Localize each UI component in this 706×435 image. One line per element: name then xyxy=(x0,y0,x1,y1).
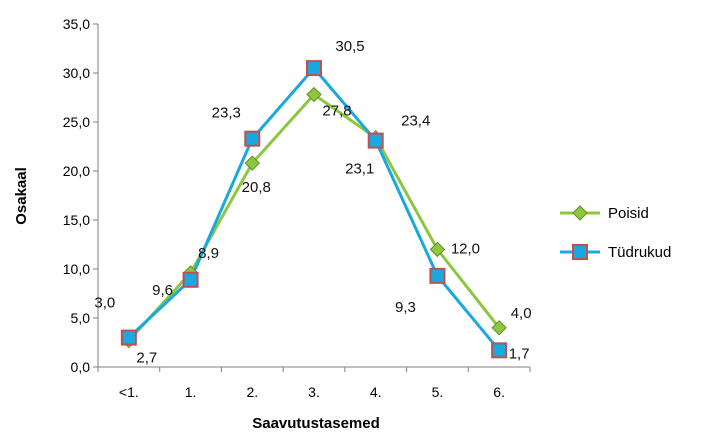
data-label: 23,1 xyxy=(345,161,374,178)
y-ticks: 0,0 5,0 10,0 15,0 20,0 25,0 30,0 35,0 xyxy=(63,16,98,375)
data-label: 23,3 xyxy=(212,105,241,122)
data-label: 4,0 xyxy=(511,305,532,322)
legend-item-tudrukud: Tüdrukud xyxy=(560,244,671,261)
legend-marker-tudrukud xyxy=(572,244,588,260)
x-tick-label: 4. xyxy=(370,384,382,400)
legend-item-poisid: Poisid xyxy=(560,205,649,222)
point-marker xyxy=(306,60,322,77)
x-tick-label: 6. xyxy=(493,384,505,400)
legend-marker-poisid xyxy=(572,205,588,221)
data-label: 3,0 xyxy=(94,295,115,312)
legend-label-poisid: Poisid xyxy=(608,205,649,222)
x-axis-title: Saavutustasemed xyxy=(252,415,380,432)
data-label: 2,7 xyxy=(136,350,157,367)
x-tick-label: 3. xyxy=(308,384,320,400)
point-marker xyxy=(244,155,260,171)
y-tick-label: 15,0 xyxy=(63,212,90,228)
x-tick-label: 5. xyxy=(432,384,444,400)
legend-label-tudrukud: Tüdrukud xyxy=(608,244,671,261)
series-line-1 xyxy=(127,66,501,352)
data-label: 23,4 xyxy=(401,113,430,130)
point-marker xyxy=(244,130,261,147)
x-tick-label: <1. xyxy=(119,384,139,400)
data-label: 27,8 xyxy=(322,103,351,120)
x-ticks: <1. 1. 2. 3. 4. 5. 6. xyxy=(97,367,531,400)
point-marker xyxy=(491,320,507,336)
data-label: 9,3 xyxy=(395,299,416,316)
y-tick-label: 5,0 xyxy=(71,310,91,326)
point-marker xyxy=(429,267,446,284)
point-marker xyxy=(120,329,137,346)
data-labels: 2,7 9,6 20,8 27,8 23,4 12,0 4,0 3,0 8,9 23,3 30,5 2… xyxy=(94,38,531,366)
point-marker xyxy=(429,241,446,258)
series-layer xyxy=(120,60,508,359)
legend: Poisid Tüdrukud xyxy=(560,205,671,261)
data-label: 12,0 xyxy=(451,240,480,257)
data-label: 8,9 xyxy=(198,245,219,262)
y-tick-label: 35,0 xyxy=(63,16,90,32)
point-marker xyxy=(367,132,384,149)
y-tick-label: 0,0 xyxy=(71,359,91,375)
x-tick-label: 1. xyxy=(185,384,197,400)
series-line-0 xyxy=(127,93,501,342)
x-tick-label: 2. xyxy=(246,384,258,400)
point-marker xyxy=(491,342,508,359)
data-label: 30,5 xyxy=(335,38,364,55)
y-tick-label: 20,0 xyxy=(63,163,90,179)
y-axis-title: Osakaal xyxy=(13,167,30,225)
y-tick-label: 30,0 xyxy=(63,65,90,81)
point-marker xyxy=(306,86,322,103)
data-label: 9,6 xyxy=(152,282,173,299)
y-tick-label: 25,0 xyxy=(63,114,90,130)
y-tick-label: 10,0 xyxy=(63,261,90,277)
data-label: 1,7 xyxy=(509,345,530,362)
axes xyxy=(97,24,530,368)
point-marker xyxy=(182,271,199,288)
data-label: 20,8 xyxy=(242,179,271,196)
